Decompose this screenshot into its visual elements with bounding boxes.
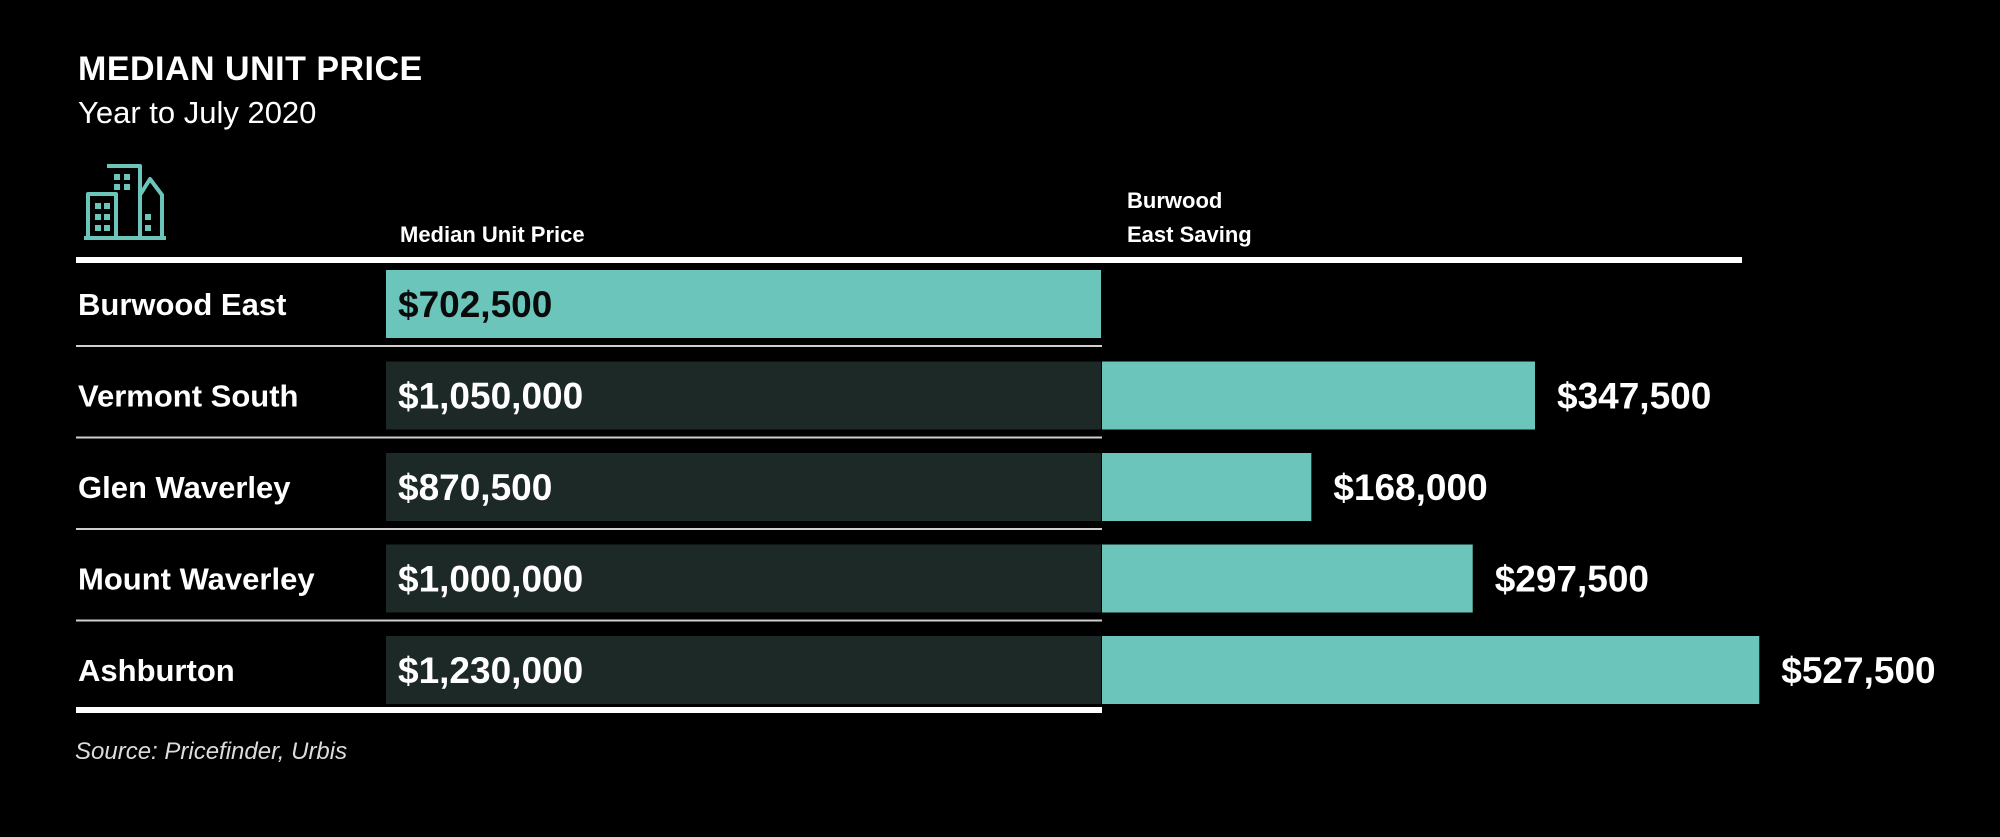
category-label: Glen Waverley: [78, 470, 291, 505]
saving-bar: [1102, 544, 1473, 613]
saving-bar: [1102, 453, 1312, 521]
apartment-buildings-icon: [84, 164, 166, 240]
bottom-rule: [76, 707, 1102, 713]
price-value-label: $1,050,000: [398, 376, 583, 417]
price-value-label: $1,230,000: [398, 650, 583, 691]
price-value-label: $702,500: [398, 284, 552, 325]
price-bar: [386, 544, 1101, 613]
source-note: Source: Pricefinder, Urbis: [75, 738, 348, 765]
row-divider: [76, 436, 1102, 439]
price-bar: [386, 636, 1101, 704]
saving-bar: [1102, 636, 1760, 704]
price-value-label: $870,500: [398, 467, 552, 508]
price-value-label: $1,000,000: [398, 559, 583, 600]
chart-subtitle: Year to July 2020: [78, 95, 317, 130]
row-divider: [76, 528, 1102, 530]
saving-column-header-line2: East Saving: [1127, 222, 1252, 247]
chart-title: MEDIAN UNIT PRICE: [78, 50, 423, 88]
price-bar: [386, 361, 1101, 430]
category-label: Burwood East: [78, 287, 286, 322]
saving-value-label: $297,500: [1495, 559, 1649, 600]
saving-value-label: $347,500: [1557, 376, 1711, 417]
saving-value-label: $168,000: [1333, 467, 1487, 508]
price-bar: [386, 453, 1101, 521]
row-divider: [76, 345, 1102, 347]
category-label: Vermont South: [78, 379, 298, 414]
saving-bar: [1102, 361, 1535, 430]
category-label: Mount Waverley: [78, 562, 315, 597]
chart-rows: Burwood East $702,500 Vermont South $1,050,…: [76, 270, 1936, 704]
saving-value-label: $527,500: [1781, 650, 1935, 691]
price-bar: [386, 270, 1101, 338]
saving-column-header-line1: Burwood: [1127, 188, 1222, 213]
row-divider: [76, 619, 1102, 622]
price-column-header: Median Unit Price: [400, 222, 585, 247]
header-rule: [76, 257, 1742, 263]
category-label: Ashburton: [78, 653, 235, 688]
